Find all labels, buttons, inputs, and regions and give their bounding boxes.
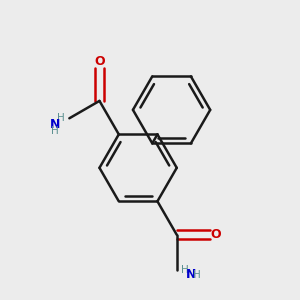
Text: H: H xyxy=(181,265,189,275)
Text: H: H xyxy=(193,270,201,280)
Text: N: N xyxy=(50,118,60,131)
Text: N: N xyxy=(186,268,196,281)
Text: H: H xyxy=(57,113,64,123)
Text: H: H xyxy=(51,126,59,136)
Text: O: O xyxy=(211,228,221,241)
Text: O: O xyxy=(94,55,105,68)
